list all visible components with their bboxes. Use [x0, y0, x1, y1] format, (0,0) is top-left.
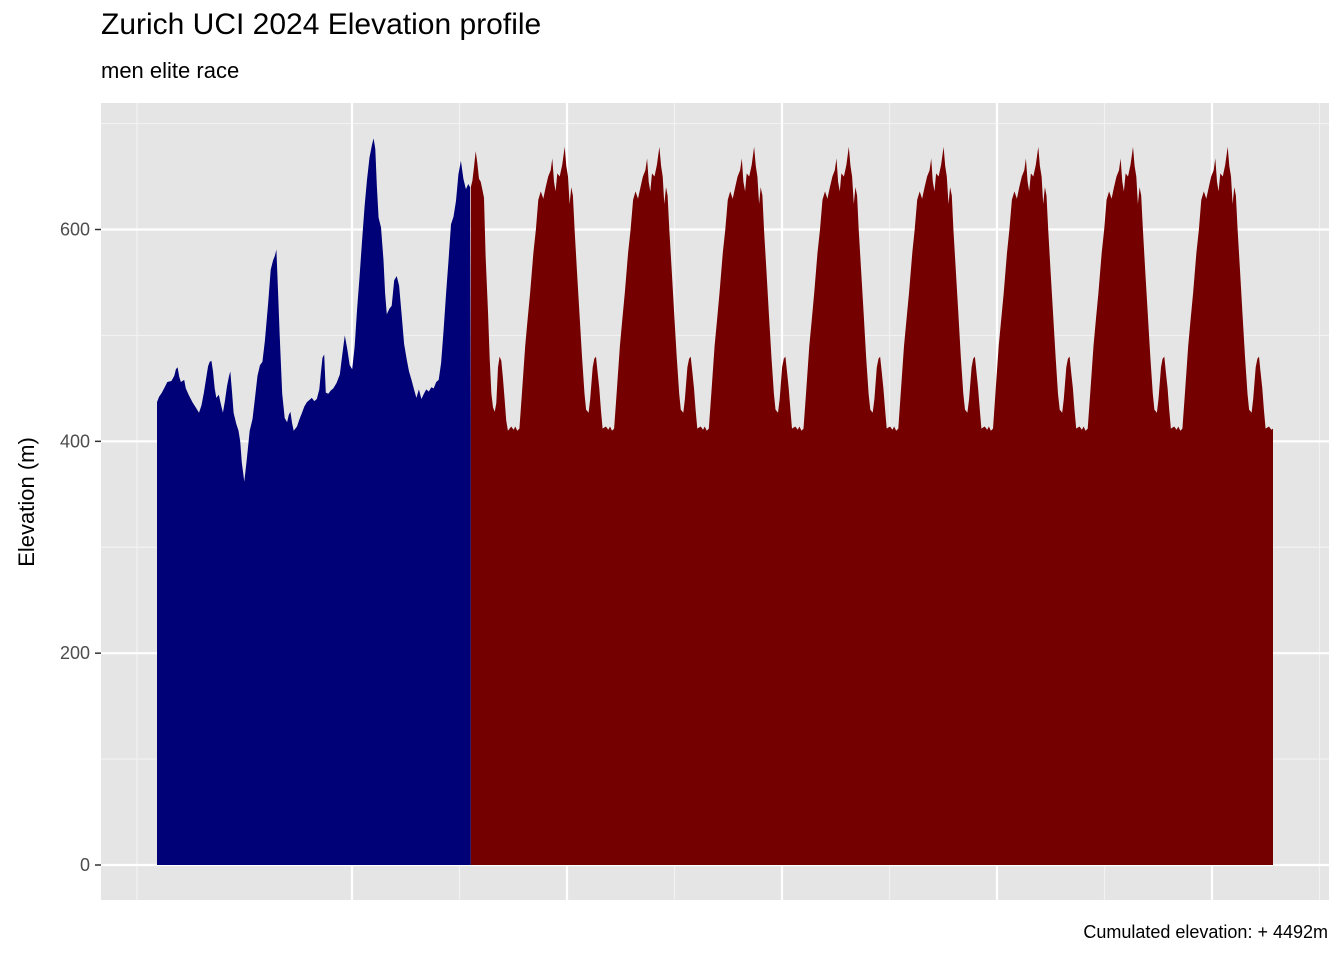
y-tick-label: 200	[60, 643, 90, 663]
elevation-area-circuit	[470, 146, 1273, 865]
cumulated-elevation-caption: Cumulated elevation: + 4492m	[1083, 922, 1328, 942]
y-tick-label: 0	[80, 855, 90, 875]
elevation-area-approach	[157, 138, 471, 865]
y-tick-label: 600	[60, 220, 90, 240]
chart-title: Zurich UCI 2024 Elevation profile	[101, 8, 542, 41]
y-axis: 0 200 400 600	[60, 220, 101, 875]
y-axis-title: Elevation (m)	[14, 437, 39, 567]
chart-subtitle: men elite race	[101, 58, 240, 83]
y-tick-label: 400	[60, 431, 90, 451]
elevation-areas	[157, 138, 1273, 865]
